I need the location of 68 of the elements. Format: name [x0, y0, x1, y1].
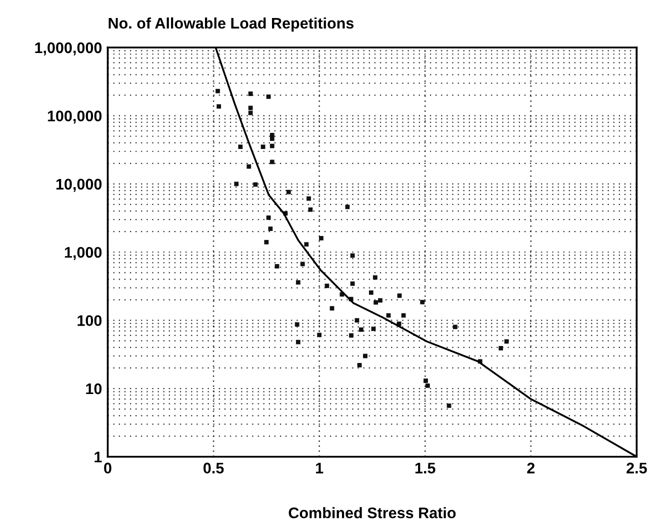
- point: [368, 290, 374, 295]
- point: [308, 207, 313, 212]
- point: [248, 106, 253, 110]
- point: [374, 300, 378, 305]
- point: [452, 324, 458, 330]
- y-tick-label: 1: [94, 452, 102, 462]
- x-tick-label: 2: [527, 462, 535, 474]
- point: [248, 110, 253, 116]
- point: [420, 300, 425, 304]
- point: [264, 240, 269, 244]
- point: [238, 144, 243, 150]
- point: [446, 403, 452, 408]
- point: [216, 88, 220, 94]
- x-tick-label: 1: [316, 462, 324, 474]
- point: [268, 226, 273, 231]
- point: [266, 215, 271, 220]
- point: [274, 264, 280, 268]
- point: [345, 204, 350, 210]
- point: [246, 164, 252, 169]
- point: [260, 144, 266, 150]
- point: [304, 242, 309, 247]
- point: [372, 275, 378, 280]
- point: [234, 182, 239, 186]
- point: [386, 313, 391, 318]
- point: [359, 327, 364, 332]
- point: [317, 332, 322, 338]
- point: [424, 378, 428, 383]
- point: [248, 92, 253, 96]
- point: [350, 253, 355, 258]
- y-tick-label: 1,000,000: [35, 42, 102, 56]
- point: [294, 322, 300, 327]
- point: [330, 306, 334, 311]
- point: [319, 236, 324, 240]
- point: [286, 190, 291, 194]
- y-tick-label: 10: [86, 383, 102, 394]
- x-axis-title: Combined Stress Ratio: [288, 507, 456, 518]
- point: [354, 318, 360, 323]
- point: [371, 326, 376, 332]
- point: [270, 160, 274, 164]
- point: [300, 262, 305, 266]
- point: [270, 136, 274, 141]
- y-tick-label: 100,000: [48, 110, 102, 124]
- x-tick-label: 1.5: [415, 462, 436, 474]
- point: [504, 339, 509, 344]
- point: [324, 284, 330, 288]
- point: [296, 280, 300, 285]
- y-tick-label: 1,000: [64, 246, 102, 260]
- point: [306, 196, 311, 201]
- y-axis-title: No. of Allowable Load Repetitions: [108, 17, 354, 32]
- point: [296, 340, 300, 344]
- point: [266, 94, 271, 99]
- point: [397, 293, 402, 298]
- point: [498, 346, 504, 350]
- point: [363, 354, 368, 358]
- x-tick-label: 0.5: [204, 462, 224, 474]
- point: [253, 182, 258, 187]
- point: [350, 281, 355, 286]
- point: [357, 362, 362, 368]
- point: [349, 333, 354, 338]
- x-tick-label: 0: [104, 462, 112, 474]
- point: [425, 384, 430, 388]
- point: [401, 313, 406, 318]
- y-tick-label: 100: [78, 315, 102, 326]
- point: [270, 144, 274, 148]
- point: [378, 298, 382, 303]
- y-tick-label: 10,000: [56, 178, 102, 192]
- point: [216, 104, 222, 109]
- x-tick-label: 2.5: [626, 462, 647, 474]
